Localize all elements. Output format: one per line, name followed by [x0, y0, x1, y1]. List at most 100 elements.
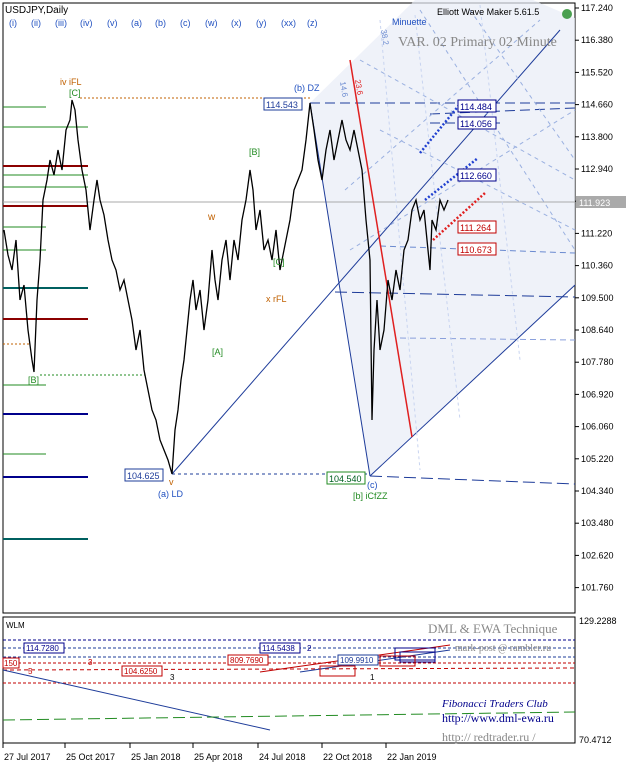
- fib-label-38-2: 38.2: [379, 29, 391, 46]
- minuette-label: Minuette: [392, 17, 427, 27]
- wave-degree-button[interactable]: (x): [231, 18, 242, 28]
- current-price-marker: [576, 196, 626, 208]
- date-axis-label: 22 Jan 2019: [387, 752, 437, 762]
- price-axis-label: 103.480: [581, 518, 614, 528]
- current-price-label: 111.923: [579, 198, 610, 208]
- wlm-url2[interactable]: http:// redtrader.ru /: [442, 730, 536, 744]
- svg-text:150: 150: [4, 659, 18, 668]
- price-box-114484: 114.484: [457, 99, 497, 113]
- svg-text:114.484: 114.484: [460, 102, 492, 112]
- projection-lines: [419, 103, 486, 241]
- wlm-mark-3a: 3: [88, 658, 93, 667]
- wlm-subwindow-frame: [2, 616, 576, 744]
- price-axis-label: 101.760: [581, 583, 614, 593]
- symbol-label: USDJPY,Daily: [5, 5, 68, 16]
- fib-label-23-6: 23.6: [353, 79, 365, 96]
- price-axis: 117.240 116.380 115.520 114.660 113.800 112.9…: [575, 3, 614, 593]
- wave-label-a-green: [A]: [212, 347, 223, 357]
- price-axis-label: 105.220: [581, 454, 614, 464]
- pitchfork-shade: [310, 0, 575, 476]
- wave-label-b-green: [B]: [249, 147, 260, 157]
- price-box-114056: 114.056: [457, 116, 497, 130]
- svg-text:112.660: 112.660: [460, 171, 492, 181]
- wave-degree-button[interactable]: (z): [307, 18, 318, 28]
- wlm-box-109991: 109.9910: [337, 654, 379, 666]
- fib-lines: [3, 97, 576, 485]
- date-axis-label: 24 Jul 2018: [259, 752, 306, 762]
- wlm-mark-1: 1: [370, 673, 375, 682]
- wlm-box-114728: 114.7280: [23, 642, 65, 654]
- wlm-header: DML & EWA Technique: [428, 621, 558, 636]
- price-box-104625: 104.625: [124, 468, 164, 482]
- wave-degree-buttons[interactable]: (i) (ii) (iii) (iv) (v) (a) (b) (c) (w) (x) (y) (xx…: [9, 18, 318, 28]
- var-label: VAR. 02 Primary 02 Minute: [398, 35, 557, 50]
- svg-text:104.625: 104.625: [127, 471, 160, 481]
- wlm-box-150: 150: [2, 657, 20, 669]
- wlm-mark-5: 5: [28, 667, 33, 676]
- price-axis-label: 109.500: [581, 293, 614, 303]
- svg-text:114.5438: 114.5438: [262, 644, 295, 653]
- price-axis-label: 114.660: [581, 100, 613, 110]
- wave-degree-button[interactable]: (iii): [55, 18, 67, 28]
- wave-degree-button[interactable]: (y): [256, 18, 267, 28]
- svg-text:111.264: 111.264: [460, 223, 491, 233]
- wlm-axis-bottom: 70.4712: [579, 735, 612, 745]
- fib-label-14-6: 14.6: [338, 81, 350, 98]
- wlm-mark-3b: 3: [170, 673, 175, 682]
- price-box-104540: 104.540: [326, 471, 366, 485]
- price-axis-label: 111.220: [581, 228, 612, 238]
- wave-degree-button[interactable]: (b): [155, 18, 166, 28]
- svg-text:110.673: 110.673: [460, 245, 492, 255]
- svg-text:114.543: 114.543: [266, 100, 298, 110]
- wave-degree-button[interactable]: (iv): [80, 18, 93, 28]
- indicator-status-icon[interactable]: [562, 9, 572, 19]
- wave-degree-button[interactable]: (ii): [31, 18, 41, 28]
- wave-degree-button[interactable]: (c): [180, 18, 191, 28]
- svg-text:104.540: 104.540: [329, 474, 362, 484]
- wave-label-b-left: [B]: [28, 375, 39, 385]
- date-axis-label: 27 Jul 2017: [4, 752, 51, 762]
- wave-label-c-bottom: (c): [367, 480, 378, 490]
- svg-text:114.7280: 114.7280: [26, 644, 59, 653]
- price-axis-label: 117.240: [581, 3, 613, 13]
- price-axis-label: 104.340: [581, 486, 614, 496]
- price-axis-label: 113.800: [581, 132, 613, 142]
- wave-label-iv-ifl: iv iFL: [60, 77, 82, 87]
- price-box-112660: 112.660: [457, 168, 497, 182]
- level-bars: [3, 106, 88, 540]
- wlm-mark-2: 2: [307, 644, 312, 653]
- wave-label-c-top: [C]: [69, 88, 81, 98]
- price-series: [3, 99, 449, 475]
- price-axis-label: 108.640: [581, 325, 614, 335]
- wave-label-x-rfl: x rFL: [266, 294, 287, 304]
- wave-degree-button[interactable]: (a): [131, 18, 142, 28]
- wlm-title: WLM: [6, 621, 25, 630]
- price-axis-label: 112.940: [581, 164, 613, 174]
- date-axis: 27 Jul 2017 25 Oct 2017 25 Jan 2018 25 Apr …: [2, 743, 437, 762]
- wlm-club: Fibonacci Traders Club: [441, 698, 548, 710]
- wave-label-c-green: [C]: [273, 257, 285, 267]
- svg-text:109.9910: 109.9910: [340, 656, 374, 665]
- price-axis-label: 107.780: [581, 357, 614, 367]
- wlm-box-809769: 809.7690: [227, 654, 269, 666]
- main-chart-frame: [2, 2, 576, 614]
- wave-degree-button[interactable]: (w): [205, 18, 218, 28]
- price-axis-label: 115.520: [581, 67, 613, 77]
- indicator-title: Elliott Wave Maker 5.61.5: [437, 7, 539, 17]
- wave-degree-button[interactable]: (i): [9, 18, 17, 28]
- date-axis-label: 25 Apr 2018: [194, 752, 243, 762]
- wave-label-b-dz: (b) DZ: [294, 83, 320, 93]
- wave-degree-button[interactable]: (xx): [281, 18, 296, 28]
- wave-label-b-icfzz: [b] iCfZZ: [353, 491, 388, 501]
- wlm-box-104625: 104.6250: [121, 665, 163, 677]
- date-axis-label: 25 Oct 2017: [66, 752, 115, 762]
- wlm-email: mark-post @ rambler.ru: [455, 643, 551, 654]
- price-axis-label: 116.380: [581, 35, 613, 45]
- price-axis-label: 110.360: [581, 261, 613, 271]
- price-box-110673: 110.673: [457, 242, 497, 256]
- wave-degree-button[interactable]: (v): [107, 18, 118, 28]
- price-box-114543: 114.543: [263, 97, 303, 111]
- wlm-url1[interactable]: http://www.dml-ewa.ru: [442, 711, 554, 725]
- date-axis-label: 25 Jan 2018: [131, 752, 181, 762]
